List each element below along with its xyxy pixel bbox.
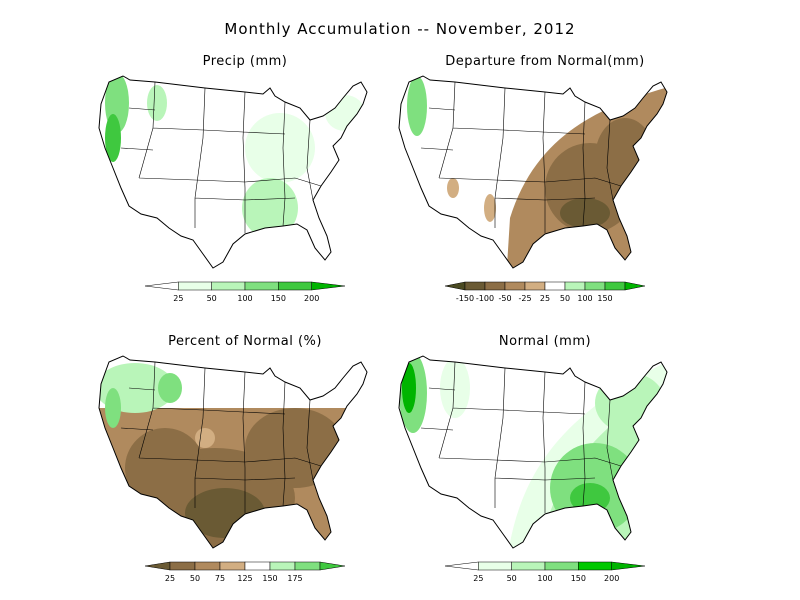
colorbar-swatch xyxy=(244,561,271,571)
colorbar-tick-label: 100 xyxy=(237,294,253,303)
colorbar-tick-label: 150 xyxy=(270,294,286,303)
colorbar-swatch xyxy=(511,561,546,571)
panel-title-precip: Precip (mm) xyxy=(202,54,288,69)
colorbar-swatch xyxy=(504,281,526,291)
colorbar-tick-label: 175 xyxy=(287,574,303,583)
panel-departure: Departure from Normal(mm) -150 -100 -50 -25… xyxy=(395,54,695,304)
colorbar-tick-label: 150 xyxy=(597,294,613,303)
colorbar-swatch xyxy=(294,561,321,571)
colorbar-tick-label: -25 xyxy=(518,294,532,303)
colorbar-tick-label: 200 xyxy=(304,294,320,303)
colorbar-swatch xyxy=(319,561,346,571)
colorbar-tick-label: 100 xyxy=(537,574,553,583)
colorbar-tick-label: -50 xyxy=(498,294,512,303)
colorbar-swatch xyxy=(484,281,506,291)
colorbar-tick-label: -150 xyxy=(455,294,475,303)
colorbar-swatch xyxy=(544,561,579,571)
colorbar-normal: 25 50 100 150 200 xyxy=(395,560,695,586)
colorbar-tick-label: -100 xyxy=(475,294,495,303)
colorbar-swatch xyxy=(144,281,179,291)
colorbar-swatch xyxy=(269,561,296,571)
colorbar-swatch xyxy=(564,281,586,291)
panel-title-departure: Departure from Normal(mm) xyxy=(445,54,645,69)
colorbar-swatch xyxy=(244,281,279,291)
colorbar-swatch xyxy=(544,281,566,291)
colorbar-swatch xyxy=(464,281,486,291)
colorbar-swatch xyxy=(524,281,546,291)
colorbar-tick-label: 150 xyxy=(262,574,278,583)
colorbar-swatch xyxy=(211,281,246,291)
colorbar-tick-label: 50 xyxy=(206,294,217,303)
panel-title-percent: Percent of Normal (%) xyxy=(168,334,322,349)
percent-map xyxy=(98,355,368,549)
colorbar-swatch xyxy=(178,281,212,291)
colorbar-swatch xyxy=(578,561,612,571)
colorbar-swatch xyxy=(278,281,312,291)
colorbar-swatch xyxy=(604,281,626,291)
colorbar-tick-label: 25 xyxy=(539,294,551,303)
colorbar-swatch xyxy=(611,561,646,571)
colorbar-departure: -150 -100 -50 -25 25 50 100 150 xyxy=(395,280,695,306)
colorbar-tick-label: 200 xyxy=(604,574,620,583)
colorbar-tick-label: 25 xyxy=(173,294,184,303)
colorbar-tick-label: 50 xyxy=(559,294,571,303)
colorbar-tick-label: 50 xyxy=(189,574,201,583)
departure-map xyxy=(398,75,668,269)
colorbar-precip: 25 50 100 150 200 xyxy=(95,280,395,306)
page-title: Monthly Accumulation -- November, 2012 xyxy=(224,20,576,38)
colorbar-swatch xyxy=(478,561,512,571)
panel-normal: Normal (mm) 25 50 100 150 200 xyxy=(395,334,695,584)
colorbar-tick-label: 100 xyxy=(577,294,593,303)
colorbar-tick-label: 150 xyxy=(570,574,586,583)
precip-map xyxy=(98,75,368,269)
normal-map xyxy=(398,355,668,549)
colorbar-swatch xyxy=(444,561,479,571)
colorbar-swatch xyxy=(219,561,246,571)
colorbar-tick-label: 25 xyxy=(473,574,484,583)
colorbar-swatch xyxy=(624,281,646,291)
colorbar-tick-label: 75 xyxy=(214,574,226,583)
colorbar-swatch xyxy=(584,281,606,291)
panel-title-normal: Normal (mm) xyxy=(498,334,592,349)
colorbar-swatch xyxy=(169,561,196,571)
colorbar-swatch xyxy=(144,561,171,571)
colorbar-swatch xyxy=(194,561,221,571)
colorbar-tick-label: 25 xyxy=(164,574,176,583)
panel-percent: Percent of Normal (%) 25 50 75 125 150 175 xyxy=(95,334,395,584)
colorbar-swatch xyxy=(444,281,466,291)
colorbar-tick-label: 125 xyxy=(237,574,253,583)
panel-precip: Precip (mm) 25 50 100 150 200 xyxy=(95,54,395,304)
colorbar-percent: 25 50 75 125 150 175 xyxy=(95,560,395,586)
colorbar-swatch xyxy=(311,281,346,291)
colorbar-tick-label: 50 xyxy=(506,574,517,583)
